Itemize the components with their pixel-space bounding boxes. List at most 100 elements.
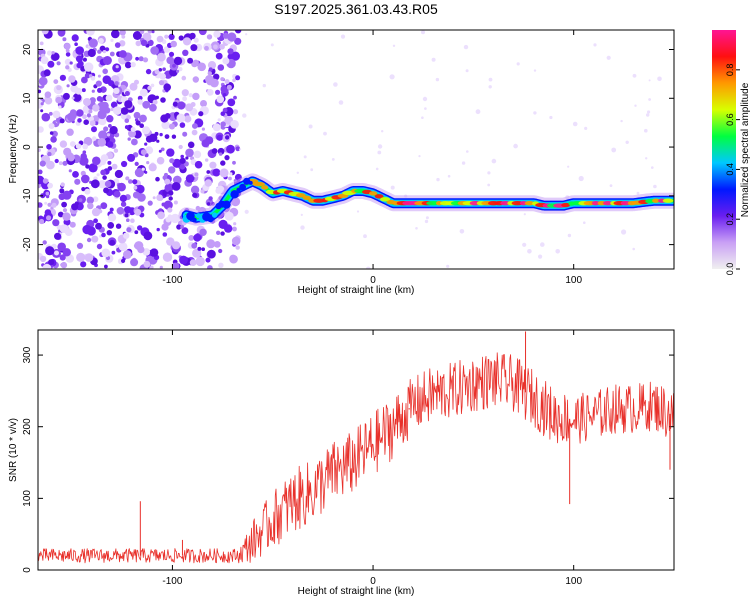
spectrogram-noise-blob xyxy=(150,83,155,88)
spectrogram-noise-speck xyxy=(303,155,307,159)
spectrogram-noise-blob xyxy=(41,180,50,190)
spectrogram-noise-blob xyxy=(48,111,53,116)
spectrogram-noise-blob xyxy=(141,167,145,171)
snr-plot-area xyxy=(38,330,674,570)
spectrogram-noise-blob xyxy=(206,202,211,206)
spectrogram-noise-blob xyxy=(192,92,200,101)
spectrogram-noise-blob xyxy=(121,258,126,263)
spectrogram-noise-blob xyxy=(134,168,144,178)
spectrogram-noise-blob xyxy=(45,191,50,196)
spectrogram-noise-blob xyxy=(126,218,130,222)
spectrogram-noise-speck xyxy=(657,76,662,82)
spectrogram-noise-blob xyxy=(40,109,44,113)
spectrogram-noise-blob xyxy=(234,37,242,45)
spectrogram-noise-blob xyxy=(46,160,55,170)
spectrogram-noise-speck xyxy=(646,113,650,117)
spectrogram-noise-blob xyxy=(166,193,170,197)
spectrogram-noise-blob xyxy=(140,149,147,156)
signal-hot-spot xyxy=(524,201,535,206)
spectrogram-noise-blob xyxy=(62,37,67,42)
spectrogram-noise-blob xyxy=(86,30,95,36)
spectrogram-noise-blob xyxy=(126,115,131,120)
spectrogram-noise-speck xyxy=(522,242,527,247)
spectrogram-noise-blob xyxy=(199,228,207,236)
colorbar-tick-label: 0.4 xyxy=(725,163,735,176)
spectrogram-noise-blob xyxy=(160,114,169,123)
spectrogram-noise-blob xyxy=(212,123,221,132)
spectrogram-noise-blob xyxy=(50,136,57,143)
spectrogram-noise-blob xyxy=(116,207,125,215)
spectrogram-noise-speck xyxy=(331,158,335,161)
spectrogram-noise-blob xyxy=(119,194,127,202)
spectrogram-noise-blob xyxy=(64,58,72,66)
spectrogram-noise-speck xyxy=(245,33,248,36)
spectrogram-noise-blob xyxy=(87,202,94,210)
spectrogram-noise-blob xyxy=(145,68,152,75)
spectrogram-noise-blob xyxy=(72,171,79,178)
spectrogram-noise-blob xyxy=(218,152,223,156)
spectrogram-noise-blob xyxy=(88,163,98,173)
spectrogram-noise-blob xyxy=(137,95,143,101)
spectrogram-noise-blob xyxy=(159,73,166,80)
spectrogram-noise-blob xyxy=(205,257,211,263)
spectrogram-noise-blob xyxy=(109,239,116,246)
spectrogram-noise-blob xyxy=(191,129,198,136)
spectrogram-noise-speck xyxy=(377,144,383,149)
spectrogram-noise-blob xyxy=(158,68,163,72)
spectrogram-noise-blob xyxy=(48,123,55,129)
spectrogram-noise-blob xyxy=(130,61,136,68)
y-tick-label: 0 xyxy=(22,144,33,150)
spectrogram-noise-speck xyxy=(296,171,299,174)
spectrogram-noise-speck xyxy=(487,171,491,175)
spectrogram-noise-blob xyxy=(97,74,101,78)
spectrogram-noise-blob xyxy=(97,138,107,147)
spectrogram-noise-blob xyxy=(84,62,94,72)
spectrogram-noise-blob xyxy=(194,160,203,169)
spectrogram-noise-blob xyxy=(192,59,199,66)
spectrogram-noise-speck xyxy=(392,44,396,47)
signal-hot-spot xyxy=(561,202,571,208)
spectrogram-noise-speck xyxy=(436,177,440,182)
spectrogram-noise-speck xyxy=(609,184,613,188)
spectrogram-noise-blob xyxy=(52,110,61,119)
spectrogram-noise-blob xyxy=(95,222,102,230)
spectrogram-noise-blob xyxy=(134,161,139,166)
colorbar-ticks: 0.0 0.2 0.4 0.6 0.8 xyxy=(725,64,740,275)
x-tick-label: -100 xyxy=(162,576,182,587)
y-tick-label: -10 xyxy=(22,188,33,203)
spectrogram-noise-blob xyxy=(132,31,142,40)
spectrogram-noise-blob xyxy=(76,242,84,249)
signal-hot-spot xyxy=(252,181,265,187)
spectrogram-noise-blob xyxy=(102,68,108,75)
spectrogram-noise-blob xyxy=(150,265,154,269)
spectrogram-noise-blob xyxy=(97,109,107,120)
spectrogram-noise-blob xyxy=(51,202,57,208)
spectrogram-noise-blob xyxy=(144,142,148,146)
spectrogram-noise-speck xyxy=(516,62,520,66)
spectrogram-noise-speck xyxy=(356,210,360,213)
signal-onset-blob xyxy=(186,211,195,221)
spectrogram-noise-blob xyxy=(88,109,93,114)
spectrogram-noise-blob xyxy=(39,255,47,263)
snr-axes: -100 0 100 0 100 200 300 xyxy=(22,330,674,587)
spectrogram-noise-blob xyxy=(160,97,166,103)
spectrogram-noise-blob xyxy=(139,30,145,34)
spectrogram-noise-blob xyxy=(181,75,187,81)
spectrogram-noise-blob xyxy=(47,60,55,68)
spectrogram-noise-blob xyxy=(213,73,220,81)
spectrogram-noise-blob xyxy=(88,38,98,48)
colorbar-bar xyxy=(712,30,736,269)
spectrogram-noise-blob xyxy=(66,128,74,136)
spectrogram-noise-blob xyxy=(62,160,68,166)
spectrogram-noise-blob xyxy=(198,30,207,36)
spectrogram-noise-blob xyxy=(207,89,214,96)
signal-hot-spot xyxy=(652,198,660,203)
spectrogram-noise-blob xyxy=(189,32,196,40)
spectrogram-noise-blob xyxy=(168,190,174,196)
spectrogram-noise-blob xyxy=(135,120,141,126)
spectrogram-noise-blob xyxy=(169,158,175,164)
spectrogram-noise-blob xyxy=(178,66,183,72)
snr-ylabel: SNR (10 * v/v) xyxy=(8,418,19,482)
spectrogram-noise-speck xyxy=(523,213,526,216)
snr-xlabel: Height of straight line (km) xyxy=(298,586,415,597)
